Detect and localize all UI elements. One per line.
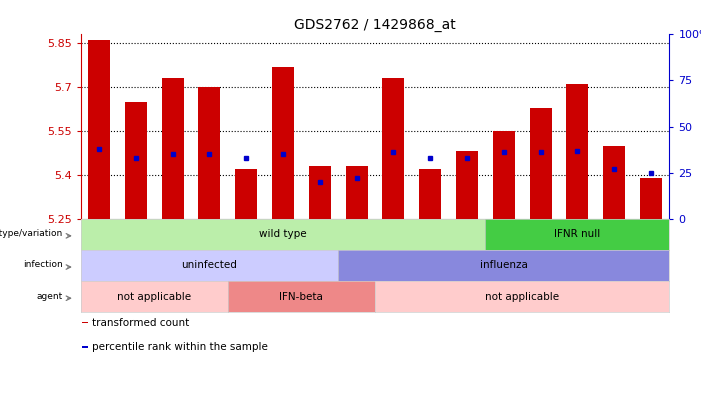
- Text: IFNR null: IFNR null: [554, 229, 601, 239]
- Title: GDS2762 / 1429868_at: GDS2762 / 1429868_at: [294, 18, 456, 32]
- Bar: [640, 178, 662, 219]
- Bar: [566, 84, 588, 219]
- Bar: [125, 102, 147, 219]
- Text: not applicable: not applicable: [485, 292, 559, 302]
- Text: not applicable: not applicable: [117, 292, 191, 302]
- Bar: [529, 108, 552, 219]
- Text: uninfected: uninfected: [182, 260, 238, 271]
- Bar: [308, 166, 331, 219]
- Bar: [88, 40, 110, 219]
- Bar: [272, 66, 294, 219]
- Bar: [198, 87, 221, 219]
- Bar: [346, 166, 367, 219]
- Text: agent: agent: [37, 292, 63, 301]
- Bar: [419, 169, 442, 219]
- Text: transformed count: transformed count: [92, 318, 189, 328]
- Bar: [493, 131, 515, 219]
- Bar: [383, 78, 404, 219]
- Text: wild type: wild type: [259, 229, 307, 239]
- Bar: [82, 322, 88, 324]
- Text: genotype/variation: genotype/variation: [0, 229, 63, 238]
- Bar: [456, 151, 478, 219]
- Bar: [82, 346, 88, 348]
- Bar: [161, 78, 184, 219]
- Text: IFN-beta: IFN-beta: [280, 292, 323, 302]
- Text: influenza: influenza: [480, 260, 528, 271]
- Text: percentile rank within the sample: percentile rank within the sample: [92, 342, 268, 352]
- Text: infection: infection: [23, 260, 63, 269]
- Bar: [603, 145, 625, 219]
- Bar: [236, 169, 257, 219]
